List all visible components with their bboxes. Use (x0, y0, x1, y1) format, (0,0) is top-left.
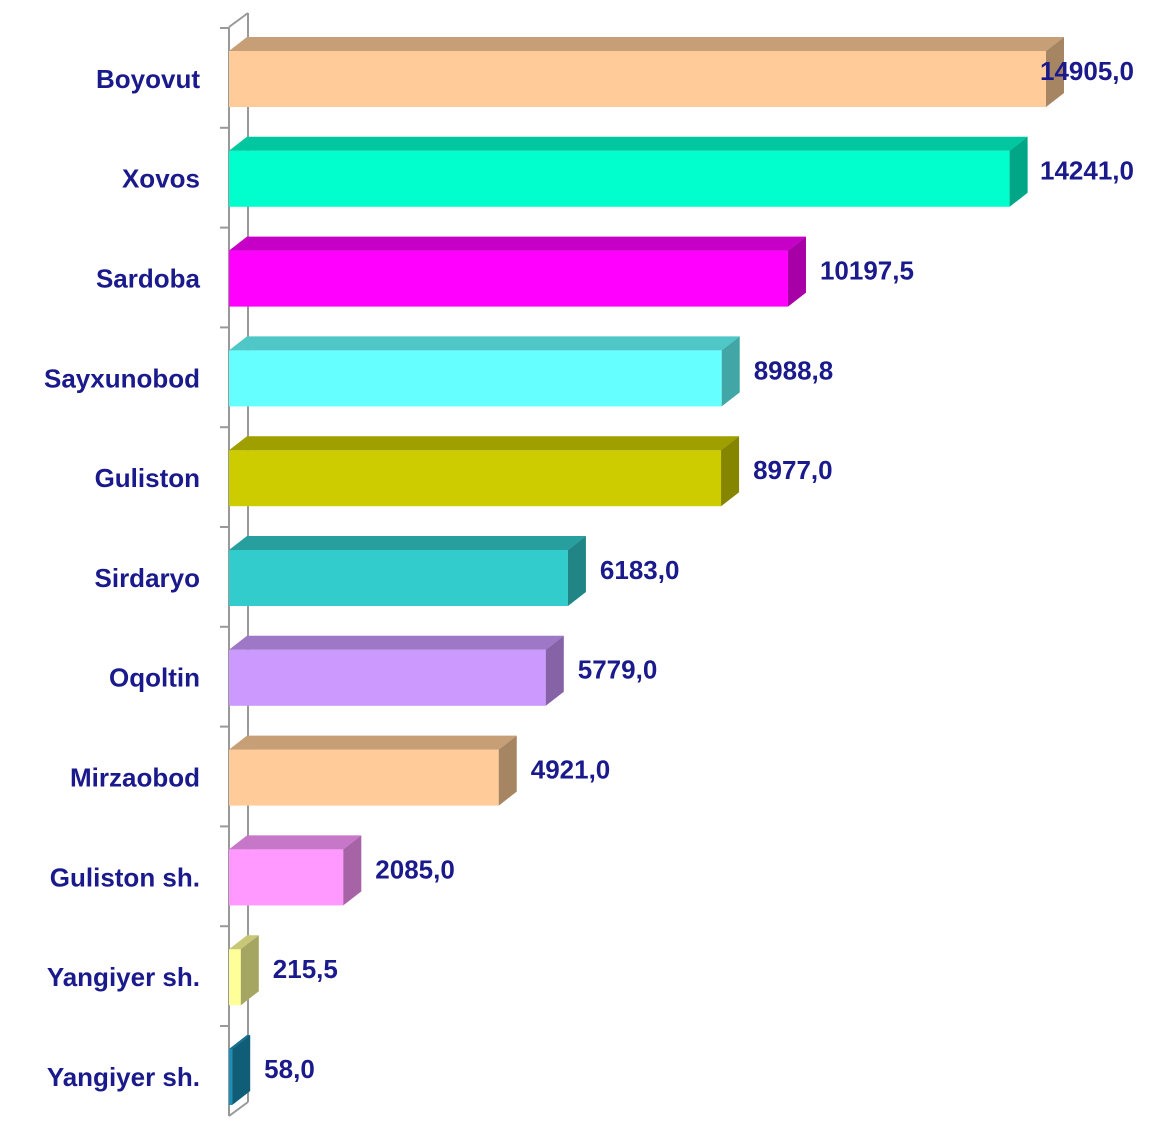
bar-side-shade (498, 735, 517, 806)
bar-top-shade (229, 735, 517, 750)
bar-top (229, 735, 517, 750)
bar-group (229, 136, 1028, 207)
bar (229, 949, 241, 1006)
bar-side (787, 236, 806, 307)
category-label: Oqoltin (109, 663, 200, 693)
bar-top (229, 236, 806, 251)
value-label: 215,5 (273, 954, 338, 984)
bar (229, 550, 568, 606)
bar-top-shade (229, 536, 586, 550)
bar-side-shade (1046, 37, 1064, 107)
category-label: Xovos (122, 164, 200, 194)
bar-top-shade (229, 1035, 251, 1049)
bar-side-shade (545, 635, 564, 706)
bar-side (567, 536, 586, 606)
category-label: Mirzaobod (70, 762, 200, 792)
category-label: Boyovut (96, 64, 200, 94)
bar-side (343, 835, 362, 906)
bar (229, 1049, 233, 1105)
value-label: 14241,0 (1040, 156, 1134, 186)
bar (229, 649, 546, 706)
bar (229, 350, 722, 407)
bar-top-shade (229, 835, 362, 850)
bar-group (229, 436, 740, 507)
bar-top-shade (229, 336, 740, 351)
value-label: 4921,0 (531, 754, 611, 784)
category-label: Sirdaryo (95, 563, 201, 593)
bar-side (545, 635, 564, 706)
bar-top (229, 536, 586, 550)
bar-group (229, 336, 740, 407)
bar-side-shade (343, 835, 362, 906)
bar-top (229, 835, 362, 850)
bar-group (229, 735, 517, 806)
bar-group (229, 1035, 251, 1105)
value-label: 8988,8 (754, 355, 834, 385)
value-label: 5779,0 (578, 655, 658, 685)
bar-side-shade (240, 935, 259, 1006)
bar-side (721, 336, 740, 407)
bar (229, 51, 1046, 107)
bar (229, 150, 1010, 207)
bar-side (498, 735, 517, 806)
value-label: 6183,0 (600, 555, 680, 585)
value-label: 2085,0 (375, 854, 455, 884)
bar-top (229, 436, 740, 451)
bar-side (721, 436, 740, 507)
bar-side (1046, 37, 1064, 107)
category-label: Guliston (95, 463, 200, 493)
bar-side-shade (1009, 136, 1028, 207)
bar-side (1009, 136, 1028, 207)
bar-side (232, 1035, 251, 1105)
bar (229, 849, 344, 906)
bar-top-shade (229, 136, 1028, 151)
bar-top (229, 37, 1064, 51)
bar-top (229, 136, 1028, 151)
category-label: Guliston sh. (50, 862, 200, 892)
bar-top-shade (229, 935, 259, 950)
bar-top-shade (229, 37, 1064, 51)
bar-group (229, 236, 806, 307)
bar-top (229, 635, 564, 650)
category-label: Yangiyer sh. (47, 962, 200, 992)
bar-top-shade (229, 635, 564, 650)
bar-side-shade (721, 436, 740, 507)
value-label: 14905,0 (1040, 56, 1134, 86)
bar-top (229, 1035, 251, 1049)
bar (229, 250, 788, 307)
bar-top-shade (229, 436, 740, 451)
value-label: 10197,5 (820, 255, 914, 285)
bar-top (229, 336, 740, 351)
bar-group (229, 37, 1064, 107)
bar (229, 749, 499, 806)
bar-side (240, 935, 259, 1006)
category-label: Yangiyer sh. (47, 1062, 200, 1092)
bar-side-shade (232, 1035, 251, 1105)
bar-side-shade (721, 336, 740, 407)
category-label: Sayxunobod (44, 363, 200, 393)
bar (229, 450, 722, 507)
bar-side-shade (567, 536, 586, 606)
bar-top (229, 935, 259, 950)
bar-top-shade (229, 236, 806, 251)
bar-side-shade (787, 236, 806, 307)
bar-group (229, 935, 259, 1006)
value-label: 8977,0 (753, 455, 833, 485)
value-label: 58,0 (264, 1054, 315, 1084)
bar-group (229, 635, 564, 706)
category-label: Sardoba (96, 263, 201, 293)
bar-group (229, 835, 362, 906)
bar-group (229, 536, 586, 606)
